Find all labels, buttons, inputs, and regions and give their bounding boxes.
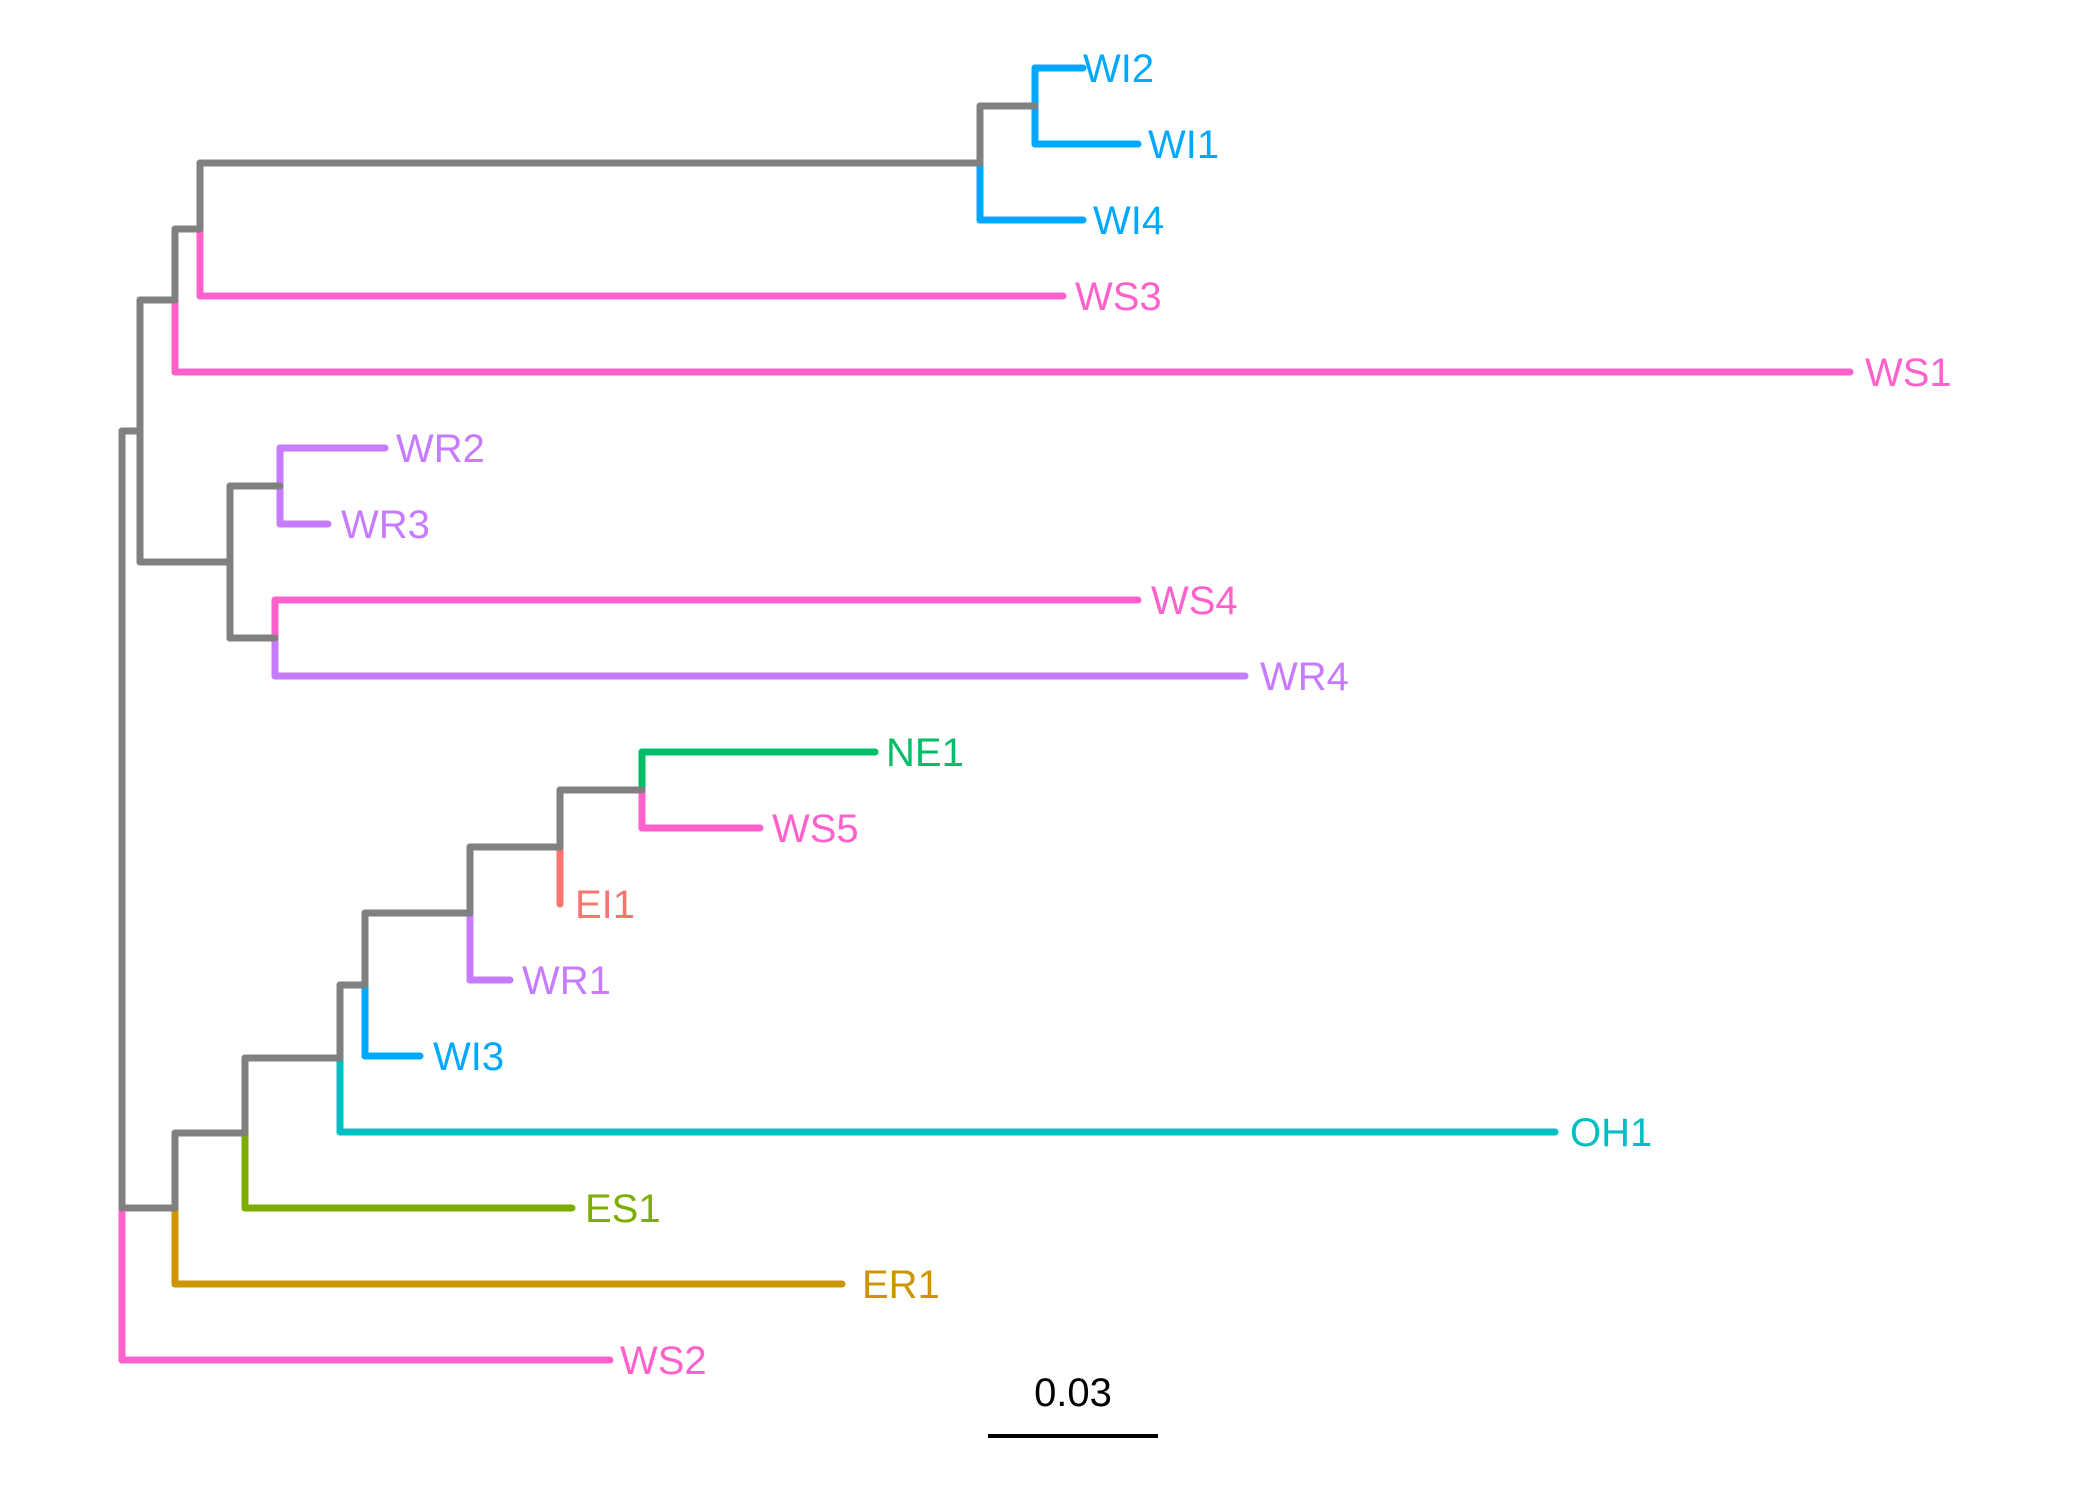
tip-label-ws5: WS5	[772, 807, 859, 851]
tip-label-ws1: WS1	[1865, 351, 1952, 395]
tip-label-ei1: EI1	[575, 883, 635, 927]
tip-label-oh1: OH1	[1570, 1111, 1652, 1155]
tip-label-wr1: WR1	[522, 959, 611, 1003]
tip-label-ne1: NE1	[886, 731, 964, 775]
tip-label-ws2: WS2	[620, 1339, 707, 1383]
tip-label-ws4: WS4	[1151, 579, 1238, 623]
tip-label-wi2: WI2	[1083, 47, 1154, 91]
tip-label-wr2: WR2	[396, 427, 485, 471]
tip-label-wr3: WR3	[341, 503, 430, 547]
scale-bar: 0.03	[988, 1371, 1158, 1438]
scale-bar-label: 0.03	[1034, 1371, 1112, 1415]
tip-label-wr4: WR4	[1260, 655, 1349, 699]
tip-label-wi4: WI4	[1093, 199, 1164, 243]
tip-label-wi1: WI1	[1148, 123, 1219, 167]
tip-label-es1: ES1	[585, 1187, 661, 1231]
tip-label-wi3: WI3	[433, 1035, 504, 1079]
tip-label-er1: ER1	[862, 1263, 940, 1307]
tip-labels: WI2 WI1 WI4 WS3 WS1 WR2 WR3 WS4 WR4 NE1 …	[341, 47, 1952, 1383]
tree-branches	[118, 64, 1854, 1364]
tip-label-ws3: WS3	[1075, 275, 1162, 319]
